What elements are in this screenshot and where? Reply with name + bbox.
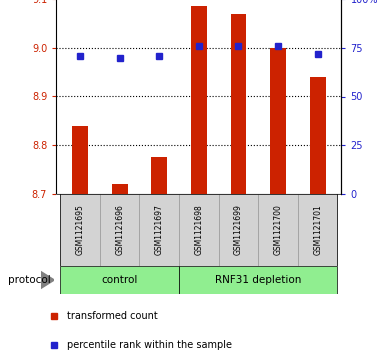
Bar xyxy=(270,48,286,194)
Text: protocol: protocol xyxy=(8,275,50,285)
Bar xyxy=(219,194,258,266)
Bar xyxy=(112,184,128,194)
Text: GSM1121698: GSM1121698 xyxy=(194,205,203,256)
Bar xyxy=(179,194,219,266)
Bar xyxy=(139,194,179,266)
Bar xyxy=(310,77,326,194)
Bar xyxy=(151,158,167,194)
Bar xyxy=(258,194,298,266)
Text: GSM1121699: GSM1121699 xyxy=(234,205,243,256)
Bar xyxy=(191,6,207,194)
Bar xyxy=(60,266,179,294)
Bar xyxy=(100,194,139,266)
Text: percentile rank within the sample: percentile rank within the sample xyxy=(67,340,232,350)
Text: control: control xyxy=(101,275,138,285)
Text: GSM1121700: GSM1121700 xyxy=(274,205,282,256)
Polygon shape xyxy=(41,272,54,289)
Bar xyxy=(179,266,338,294)
Bar xyxy=(230,14,246,194)
Bar xyxy=(60,194,100,266)
Text: GSM1121697: GSM1121697 xyxy=(155,205,164,256)
Text: RNF31 depletion: RNF31 depletion xyxy=(215,275,301,285)
Text: GSM1121696: GSM1121696 xyxy=(115,205,124,256)
Text: GSM1121701: GSM1121701 xyxy=(313,205,322,256)
Bar xyxy=(298,194,338,266)
Bar xyxy=(72,126,88,194)
Text: transformed count: transformed count xyxy=(67,311,158,321)
Text: GSM1121695: GSM1121695 xyxy=(76,205,85,256)
